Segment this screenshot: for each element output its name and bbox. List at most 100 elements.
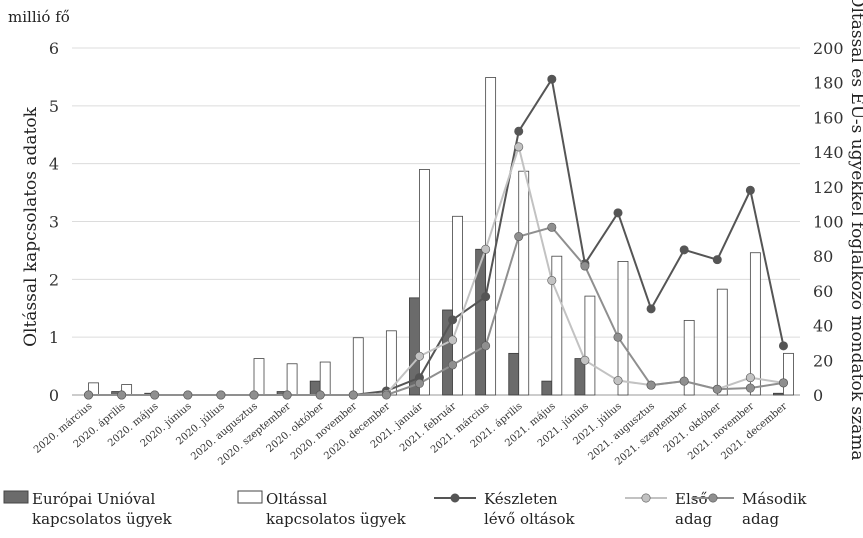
eu-cases-bar xyxy=(508,352,520,396)
right-tick-label: 160 xyxy=(813,108,844,127)
vaccination-cases-bar xyxy=(286,363,298,396)
x-tick-label: 2020. október xyxy=(265,401,327,455)
stock-point xyxy=(481,292,491,302)
legend-label: kapcsolatos ügyek xyxy=(266,510,407,528)
first-dose-line xyxy=(88,143,784,396)
vaccination-cases-bar xyxy=(551,255,563,396)
legend-label: Készleten xyxy=(484,490,558,508)
second-dose-point xyxy=(514,232,524,242)
legend-label: Európai Unióval xyxy=(32,490,155,508)
second-dose-point xyxy=(613,332,623,342)
eu-cases-bar xyxy=(541,380,553,396)
vaccination-cases-bar xyxy=(518,170,530,396)
legend-label: lévő oltások xyxy=(484,510,575,528)
right-tick-label: 200 xyxy=(813,39,844,58)
first-dose-point xyxy=(448,335,458,345)
first-dose-point xyxy=(613,376,623,386)
left-tick-label: 6 xyxy=(49,39,59,58)
eu-cases-bar xyxy=(773,392,784,396)
stock-point xyxy=(712,255,722,265)
stock-point xyxy=(448,315,458,325)
right-tick-label: 0 xyxy=(813,386,823,405)
legend-marker-eu-bar xyxy=(3,490,29,504)
legend-marker-second-dose-line-dot xyxy=(708,493,718,503)
second-dose-point xyxy=(315,390,325,400)
second-dose-point xyxy=(216,390,226,400)
left-axis-title: Oltással kapcsolatos adatok xyxy=(21,106,41,347)
first-dose-point xyxy=(414,351,424,361)
line-series xyxy=(84,74,788,400)
second-dose-point xyxy=(84,390,94,400)
second-dose-point xyxy=(448,360,458,370)
right-tick-label: 40 xyxy=(813,317,833,336)
stock-point xyxy=(778,341,788,351)
vaccination-cases-bar xyxy=(584,295,596,396)
legend-label: adag xyxy=(675,510,712,528)
first-dose-point xyxy=(547,275,557,285)
second-dose-point xyxy=(745,383,755,393)
right-axis-title: Oltással és EU-s ügyekkel foglalkozó mon… xyxy=(847,0,863,460)
right-tick-label: 100 xyxy=(813,213,844,232)
x-tick-label: 2021. október xyxy=(662,401,724,455)
left-axis-unit: millió fő xyxy=(8,8,70,26)
left-tick-label: 1 xyxy=(49,328,59,347)
left-tick-label: 0 xyxy=(49,386,59,405)
legend-marker-stock-line-dot xyxy=(450,493,460,503)
stock-point xyxy=(679,245,689,255)
legend-label: Második xyxy=(742,490,807,508)
vaccination-cases-bar xyxy=(716,288,728,396)
second-dose-point xyxy=(348,390,358,400)
right-tick-label: 20 xyxy=(813,351,833,370)
second-dose-line xyxy=(88,226,784,396)
second-dose-point xyxy=(150,390,160,400)
left-y-ticks: 0 1 2 3 4 5 6 xyxy=(49,39,59,405)
vaccination-cases-bar xyxy=(617,261,629,396)
stock-point xyxy=(646,304,656,314)
stock-point xyxy=(514,126,524,136)
second-dose-point xyxy=(547,222,557,232)
gridlines xyxy=(72,47,800,396)
right-tick-label: 60 xyxy=(813,282,833,301)
second-dose-point xyxy=(481,341,491,351)
vaccination-cases-bar xyxy=(253,358,265,396)
second-dose-point xyxy=(117,390,127,400)
vaccination-cases-bar xyxy=(783,352,794,396)
second-dose-point xyxy=(183,390,193,400)
second-dose-point xyxy=(679,376,689,386)
right-tick-label: 180 xyxy=(813,74,844,93)
second-dose-point xyxy=(778,378,788,388)
vaccination-cases-bar xyxy=(352,337,364,396)
vaccination-cases-bar xyxy=(452,215,463,396)
legend-marker-vaccination-bar xyxy=(237,490,263,504)
second-dose-point xyxy=(249,390,259,400)
right-tick-label: 80 xyxy=(813,247,833,266)
first-dose-point xyxy=(745,373,755,383)
vaccination-cases-bar xyxy=(419,169,430,396)
left-tick-label: 4 xyxy=(49,155,59,174)
second-dose-point xyxy=(646,380,656,390)
vaccination-cases-bar xyxy=(683,319,695,396)
second-dose-point xyxy=(580,261,590,271)
first-dose-point xyxy=(514,142,524,152)
right-y-ticks: 0 20 40 60 80 100 120 140 160 180 200 xyxy=(813,39,844,405)
legend-label: kapcsolatos ügyek xyxy=(32,510,173,528)
x-tick-label: 2021. március xyxy=(429,401,492,456)
vaccination-cases-bar xyxy=(385,330,397,396)
legend: Európai Unióval kapcsolatos ügyek Oltással… xyxy=(3,490,807,528)
legend-marker-first-dose-line-dot xyxy=(641,493,651,503)
first-dose-point xyxy=(481,244,491,254)
second-dose-point xyxy=(381,390,391,400)
right-tick-label: 140 xyxy=(813,143,844,162)
stock-point xyxy=(745,185,755,195)
first-dose-point xyxy=(580,355,590,365)
bar-series xyxy=(88,77,794,396)
legend-label: Első xyxy=(675,490,707,508)
second-dose-point xyxy=(282,390,292,400)
x-tick-label: 2020. március xyxy=(32,401,95,456)
stock-point xyxy=(547,74,557,84)
legend-label: Oltással xyxy=(266,490,327,508)
left-tick-label: 2 xyxy=(49,270,59,289)
stock-point xyxy=(613,208,623,218)
